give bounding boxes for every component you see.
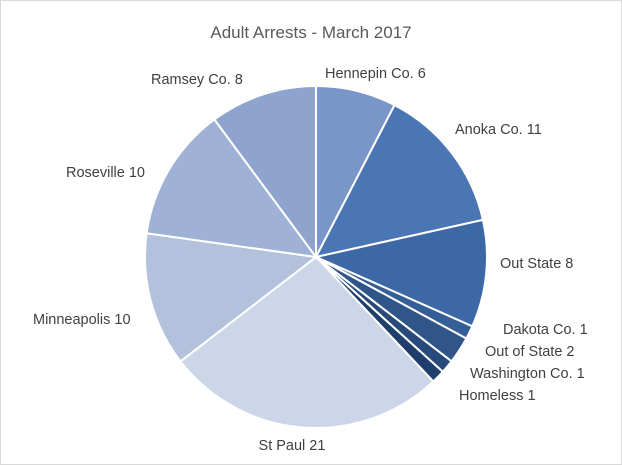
slice-label-minneapolis: Minneapolis 10 — [33, 312, 131, 328]
slice-label-anoka-co: Anoka Co. 11 — [455, 122, 542, 138]
slice-labels: Hennepin Co. 6 Anoka Co. 11 Out State 8 Dak… — [33, 66, 588, 454]
pie-slice-out-state — [312, 218, 488, 328]
slice-label-hennepin-co: Hennepin Co. 6 — [325, 66, 426, 82]
slice-label-homeless: Homeless 1 — [459, 388, 536, 404]
slice-label-out-state: Out State 8 — [500, 256, 573, 272]
slice-label-dakota-co: Dakota Co. 1 — [503, 322, 588, 338]
slice-label-st-paul: St Paul 21 — [259, 438, 326, 454]
pie-slices — [144, 84, 488, 429]
slice-label-ramsey-co: Ramsey Co. 8 — [151, 72, 243, 88]
pie-slice-ramsey-co — [212, 84, 317, 261]
pie-slice-minneapolis — [144, 232, 319, 363]
pie-slice-roseville — [145, 118, 319, 259]
pie-slice-anoka-co — [314, 103, 485, 259]
slice-label-out-of-state: Out of State 2 — [485, 344, 574, 360]
slice-label-roseville: Roseville 10 — [66, 165, 145, 181]
slice-label-washington-co: Washington Co. 1 — [470, 366, 585, 382]
chart-title: Adult Arrests - March 2017 — [210, 23, 411, 42]
pie-slice-st-paul — [179, 255, 435, 429]
